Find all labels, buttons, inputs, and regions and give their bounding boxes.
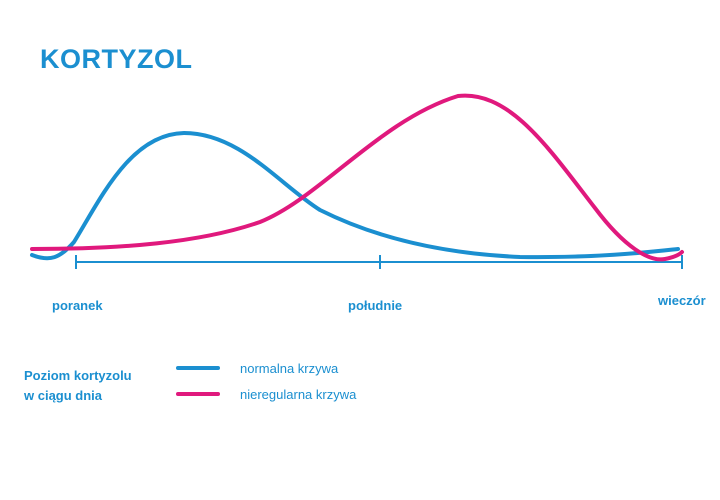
legend-entry-nieregularna-krzywa: nieregularna krzywa bbox=[176, 384, 356, 404]
x-tick-label-poludnie: południe bbox=[348, 298, 403, 313]
series-line-nieregularna-krzywa bbox=[30, 93, 684, 262]
legend-swatch-nieregularna-krzywa bbox=[176, 392, 220, 396]
legend-title-line-1: Poziom kortyzolu bbox=[24, 368, 132, 383]
legend-title-line-2: w ciągu dnia bbox=[24, 388, 103, 403]
legend-entry-normalna-krzywa: normalna krzywa bbox=[176, 358, 338, 378]
chart-plot bbox=[30, 93, 684, 269]
legend-label-normalna-krzywa: normalna krzywa bbox=[240, 360, 339, 376]
x-tick-label-poranek: poranek bbox=[52, 298, 103, 313]
series-line-normalna-krzywa bbox=[30, 130, 680, 261]
legend-swatch-normalna-krzywa bbox=[176, 366, 220, 370]
x-tick-label-wieczor: wieczór bbox=[658, 293, 706, 308]
legend-label-nieregularna-krzywa: nieregularna krzywa bbox=[240, 386, 357, 402]
chart-title: KORTYZOL bbox=[40, 44, 193, 74]
legend-title: Poziom kortyzolu w ciągu dnia bbox=[24, 366, 132, 406]
